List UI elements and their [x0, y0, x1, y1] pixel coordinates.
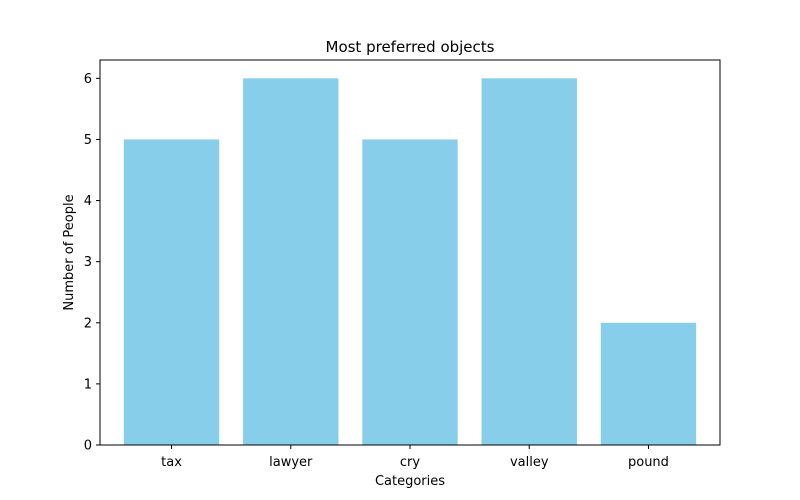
x-tick-label: pound	[628, 455, 669, 470]
y-axis-ticks: 0 1 2 3 4 5 6	[84, 72, 100, 454]
x-axis-title: Categories	[375, 474, 445, 489]
y-tick-label: 4	[84, 194, 92, 209]
x-tick-label: tax	[161, 455, 182, 470]
bar-tax	[123, 139, 220, 445]
y-tick-label: 0	[84, 439, 92, 454]
bar-lawyer	[243, 78, 339, 445]
x-axis-ticks: tax lawyer cry valley pound	[161, 445, 669, 470]
y-tick-label: 2	[84, 316, 92, 331]
y-tick-label: 5	[84, 133, 92, 148]
y-tick-label: 3	[84, 255, 92, 270]
bar-pound	[600, 322, 697, 445]
y-axis-title: Number of People	[62, 194, 77, 310]
plot-area-frame	[99, 59, 721, 446]
x-tick-label: valley	[510, 455, 549, 470]
x-tick-label: lawyer	[269, 455, 313, 470]
bar-valley	[481, 78, 577, 445]
bars-group	[123, 78, 697, 445]
bar-cry	[362, 139, 458, 445]
y-tick-label: 6	[84, 72, 92, 87]
chart-title: Most preferred objects	[326, 38, 495, 56]
x-tick-label: cry	[400, 455, 420, 470]
y-tick-label: 1	[84, 377, 92, 392]
